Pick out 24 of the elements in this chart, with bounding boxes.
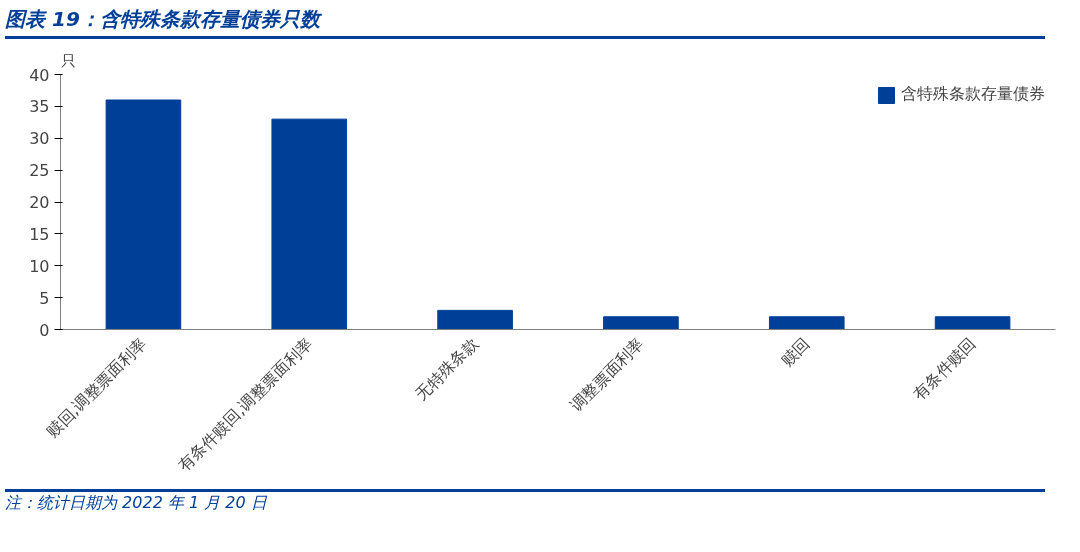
bar xyxy=(768,316,845,330)
x-tick-label: 有条件赎回,调整票面利率 xyxy=(174,333,316,476)
y-tick-label: 35 xyxy=(29,97,50,117)
x-tick-label: 赎回 xyxy=(777,333,814,370)
bar xyxy=(437,309,513,330)
bar xyxy=(603,316,679,330)
bar xyxy=(934,316,1011,330)
y-tick-label: 20 xyxy=(29,193,50,212)
y-tick-label: 5 xyxy=(39,288,50,308)
x-tick-label: 无特殊条款 xyxy=(411,333,482,404)
y-tick-label: 25 xyxy=(29,161,50,181)
x-tick-label: 调整票面利率 xyxy=(566,333,648,416)
y-axis-title: 只 xyxy=(60,51,76,70)
x-tick-label: 有条件赎回 xyxy=(909,333,980,404)
legend-label: 含特殊条款存量债券 xyxy=(901,84,1045,105)
y-tick-label: 0 xyxy=(39,320,50,340)
y-tick-label: 30 xyxy=(29,129,50,149)
bar xyxy=(271,118,348,330)
y-tick-label: 15 xyxy=(29,224,50,244)
text: 注：统计日期为 2022 年 1 月 20 日 xyxy=(5,492,267,514)
y-tick-label: 40 xyxy=(29,65,50,85)
bar xyxy=(105,99,182,330)
chart-title: 图表 19：含特殊条款存量债券只数 xyxy=(5,6,320,33)
y-tick-label: 10 xyxy=(29,256,50,276)
